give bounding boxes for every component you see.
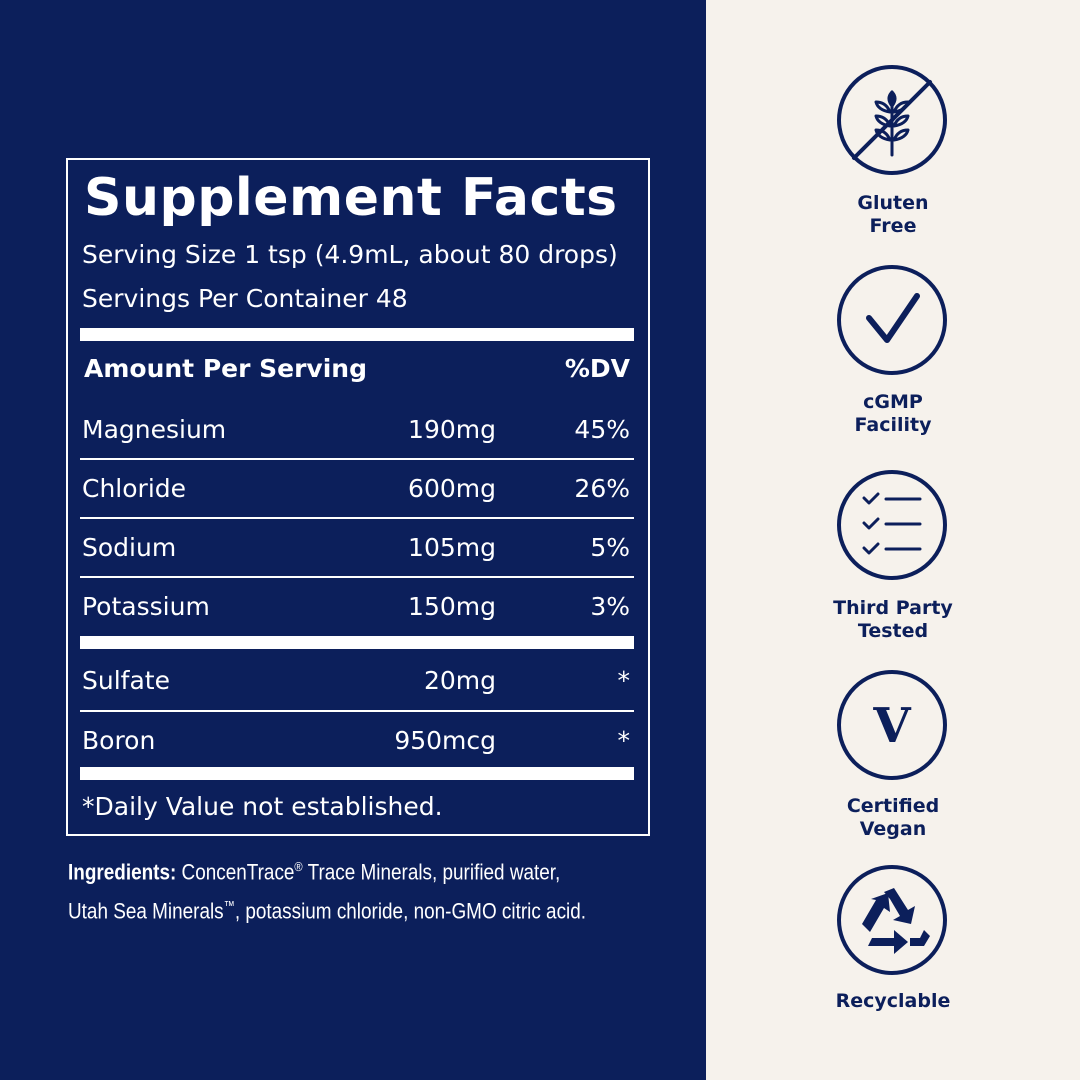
supplement-facts: Supplement Facts Serving Size 1 tsp (4.9… bbox=[66, 158, 650, 836]
checklist-icon bbox=[862, 492, 922, 555]
badge-label: Gluten Free bbox=[706, 192, 1080, 238]
mark: ™ bbox=[223, 898, 235, 914]
ingredients-label: Ingredients: bbox=[68, 859, 177, 885]
nutrient-name: Chloride bbox=[82, 474, 187, 503]
nutrient-dv: * bbox=[617, 726, 631, 755]
badge-label-line: Vegan bbox=[859, 818, 927, 840]
servings-per-container: Servings Per Container 48 bbox=[82, 284, 408, 313]
badge-label-line: Gluten bbox=[857, 192, 929, 214]
navy-panel: Supplement Facts Serving Size 1 tsp (4.9… bbox=[0, 0, 706, 1080]
badge-label: Third Party Tested bbox=[706, 597, 1080, 643]
nutrient-dv: * bbox=[617, 666, 631, 695]
text: , potassium chloride, non-GMO citric aci… bbox=[234, 898, 587, 924]
badge-label-line: Recyclable bbox=[835, 990, 951, 1012]
nutrient-amount: 105mg bbox=[408, 533, 496, 562]
badge-label: Recyclable bbox=[706, 990, 1080, 1013]
nutrient-amount: 950mcg bbox=[394, 726, 496, 755]
nutrient-name: Potassium bbox=[82, 592, 210, 621]
check-icon bbox=[866, 293, 920, 343]
badge-circle bbox=[837, 65, 947, 175]
text: Trace Minerals, purified water, bbox=[307, 859, 561, 885]
thin-rule bbox=[80, 458, 634, 460]
nutrient-name: Magnesium bbox=[82, 415, 227, 444]
nutrient-dv: 45% bbox=[574, 415, 630, 444]
footnote: *Daily Value not established. bbox=[82, 792, 443, 821]
dv-header: %DV bbox=[564, 354, 630, 383]
thin-rule bbox=[80, 576, 634, 578]
ingredients-line: Ingredients: ConcenTrace® Trace Minerals… bbox=[68, 850, 586, 889]
badge-circle bbox=[837, 865, 947, 975]
thick-rule bbox=[80, 636, 634, 649]
nutrient-amount: 600mg bbox=[408, 474, 496, 503]
badge-label: Certified Vegan bbox=[706, 795, 1080, 841]
thick-rule bbox=[80, 328, 634, 341]
text: Utah Sea Minerals bbox=[68, 898, 224, 924]
amount-header: Amount Per Serving bbox=[84, 354, 367, 383]
badge-icons: V bbox=[837, 65, 947, 975]
nutrient-amount: 150mg bbox=[408, 592, 496, 621]
wheat-icon bbox=[874, 90, 910, 157]
badge-label-line: cGMP bbox=[863, 391, 923, 413]
nutrient-dv: 3% bbox=[590, 592, 630, 621]
badge-circle bbox=[837, 265, 947, 375]
text: ConcenTrace bbox=[181, 859, 295, 885]
nutrient-name: Sulfate bbox=[82, 666, 170, 695]
badge-label-line: Facility bbox=[854, 414, 932, 436]
thin-rule bbox=[80, 517, 634, 519]
recycle-icon bbox=[862, 888, 930, 954]
badge-label-line: Certified bbox=[846, 795, 940, 817]
badge-label-line: Third Party bbox=[833, 597, 953, 619]
thin-rule bbox=[80, 710, 634, 712]
serving-size: Serving Size 1 tsp (4.9mL, about 80 drop… bbox=[82, 240, 618, 269]
nutrient-dv: 5% bbox=[590, 533, 630, 562]
nutrient-dv: 26% bbox=[574, 474, 630, 503]
nutrient-amount: 190mg bbox=[408, 415, 496, 444]
vegan-icon: V bbox=[872, 698, 911, 754]
badge-label-line: Free bbox=[869, 215, 917, 237]
badge-circle bbox=[837, 670, 947, 780]
badges-panel: V Gluten Free cGMP Facility Third Party Teste… bbox=[706, 0, 1080, 1080]
nutrient-name: Sodium bbox=[82, 533, 177, 562]
ingredients-line: Utah Sea Minerals™, potassium chloride, … bbox=[68, 889, 586, 928]
nutrient-amount: 20mg bbox=[423, 666, 496, 695]
badge-circle bbox=[837, 470, 947, 580]
mark: ® bbox=[294, 859, 303, 874]
badge-label-line: Tested bbox=[857, 620, 929, 642]
thick-rule bbox=[80, 767, 634, 780]
nutrient-name: Boron bbox=[82, 726, 156, 755]
ingredients: Ingredients: ConcenTrace® Trace Minerals… bbox=[68, 850, 586, 929]
facts-title: Supplement Facts bbox=[84, 168, 618, 228]
badge-label: cGMP Facility bbox=[706, 391, 1080, 437]
